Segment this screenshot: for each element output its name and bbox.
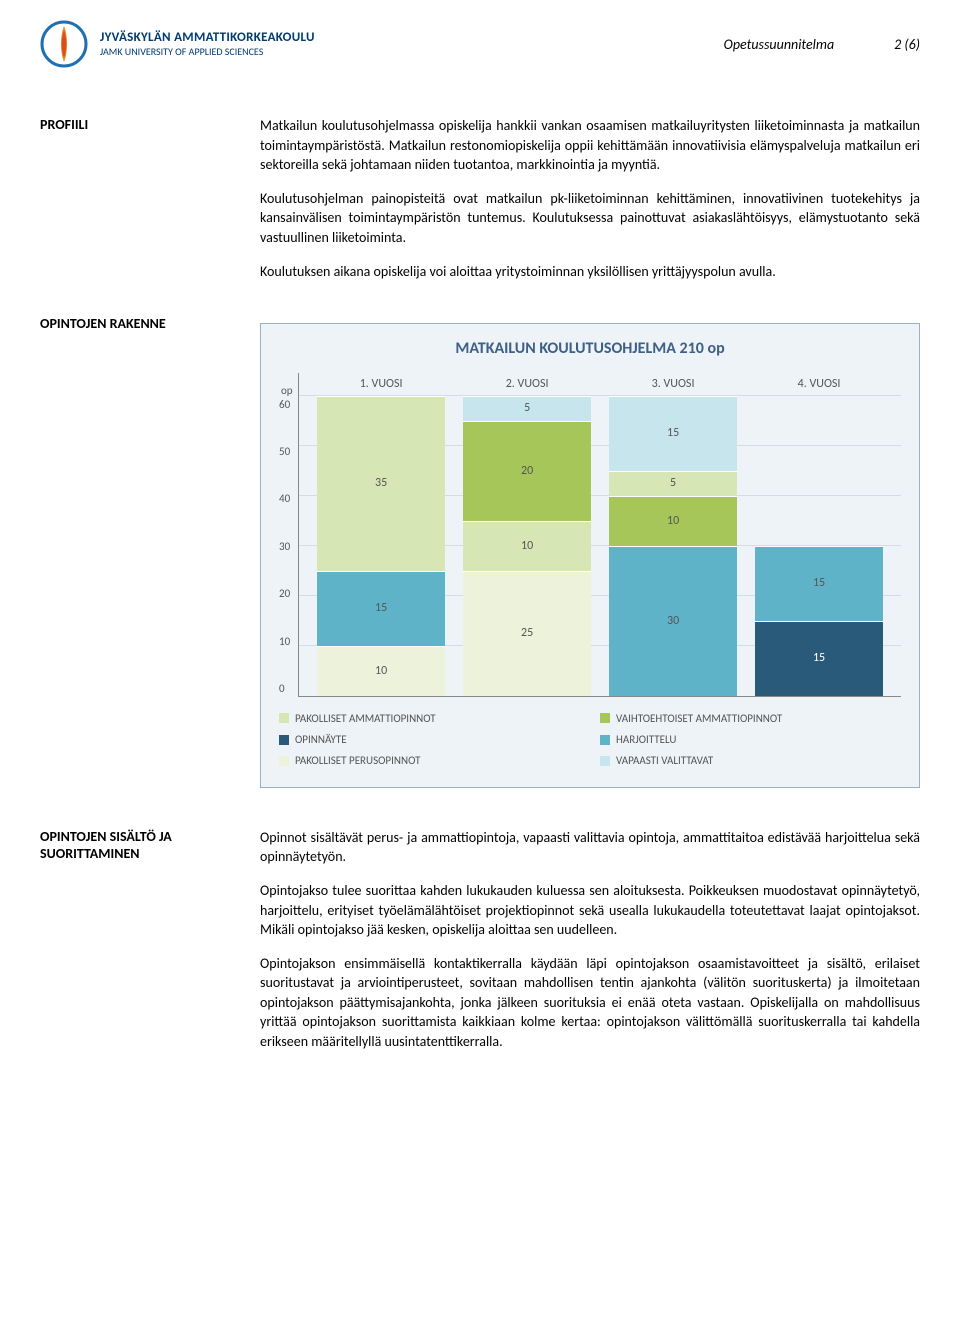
- doc-title: Opetussuunnitelma: [724, 36, 834, 53]
- legend-swatch: [600, 756, 610, 766]
- org-name: JYVÄSKYLÄN AMMATTIKORKEAKOULU JAMK UNIVE…: [100, 31, 315, 56]
- bar-segment: 10: [609, 496, 737, 546]
- paragraph: Koulutuksen aikana opiskelija voi aloitt…: [260, 262, 920, 282]
- chart-legend: PAKOLLISET AMMATTIOPINNOT VAIHTOEHTOISET …: [279, 711, 901, 769]
- paragraph: Opinnot sisältävät perus- ja ammattiopin…: [260, 828, 920, 867]
- section-label: OPINTOJEN RAKENNE: [40, 315, 260, 332]
- bar-segment: 20: [463, 421, 591, 521]
- section-label: OPINTOJEN SISÄLTÖ JA SUORITTAMINEN: [40, 828, 260, 862]
- section-profiili: PROFIILI Matkailun koulutusohjelmassa op…: [40, 116, 920, 295]
- legend-swatch: [279, 756, 289, 766]
- section-body: MATKAILUN KOULUTUSOHJELMA 210 op 0102030…: [260, 315, 920, 788]
- legend-label: VAIHTOEHTOISET AMMATTIOPINNOT: [616, 711, 782, 726]
- bar-segment: 10: [317, 646, 445, 696]
- legend-item: PAKOLLISET AMMATTIOPINNOT: [279, 711, 580, 726]
- curriculum-chart: MATKAILUN KOULUTUSOHJELMA 210 op 0102030…: [260, 323, 920, 788]
- legend-item: VAIHTOEHTOISET AMMATTIOPINNOT: [600, 711, 901, 726]
- legend-swatch: [600, 735, 610, 745]
- chart-area: 0102030405060op 1. VUOSI3515102. VUOSI52…: [279, 373, 901, 697]
- paragraph: Koulutusohjelman painopisteitä ovat matk…: [260, 189, 920, 248]
- bar-segment: 15: [317, 571, 445, 646]
- legend-item: VAPAASTI VALITTAVAT: [600, 753, 901, 768]
- org-name-fi: JYVÄSKYLÄN AMMATTIKORKEAKOULU: [100, 31, 315, 45]
- y-tick-label: 20: [279, 586, 290, 601]
- paragraph: Opintojakson ensimmäisellä kontaktikerra…: [260, 954, 920, 1052]
- chart-y-axis: 0 10 20 30 40 50 60op: [279, 373, 298, 697]
- bar-segment: 5: [609, 471, 737, 496]
- paragraph: Matkailun koulutusohjelmassa opiskelija …: [260, 116, 920, 175]
- chart-plot: 1. VUOSI3515102. VUOSI52010253. VUOSI155…: [298, 373, 901, 697]
- legend-item: HARJOITTELU: [600, 732, 901, 747]
- legend-swatch: [279, 713, 289, 723]
- chart-column: 4. VUOSI1515: [755, 396, 883, 696]
- header-left: JYVÄSKYLÄN AMMATTIKORKEAKOULU JAMK UNIVE…: [40, 20, 315, 68]
- legend-label: VAPAASTI VALITTAVAT: [616, 753, 713, 768]
- bar-segment: 15: [609, 396, 737, 471]
- legend-label: OPINNÄYTE: [295, 732, 347, 747]
- bar-segment: 15: [755, 621, 883, 696]
- section-rakenne: OPINTOJEN RAKENNE MATKAILUN KOULUTUSOHJE…: [40, 315, 920, 788]
- chart-column: 3. VUOSI1551030: [609, 396, 737, 696]
- jamk-logo-icon: [40, 20, 88, 68]
- chart-column: 2. VUOSI5201025: [463, 396, 591, 696]
- y-tick-label: 40: [279, 491, 290, 506]
- bar-segment: 10: [463, 521, 591, 571]
- bar-segment: 30: [609, 546, 737, 696]
- legend-swatch: [279, 735, 289, 745]
- column-header: 3. VUOSI: [609, 376, 737, 393]
- legend-swatch: [600, 713, 610, 723]
- org-name-en: JAMK UNIVERSITY OF APPLIED SCIENCES: [100, 46, 315, 57]
- legend-item: PAKOLLISET PERUSOPINNOT: [279, 753, 580, 768]
- legend-item: OPINNÄYTE: [279, 732, 580, 747]
- y-tick-label: 0: [279, 681, 290, 696]
- paragraph: Opintojakso tulee suorittaa kahden lukuk…: [260, 881, 920, 940]
- page-header: JYVÄSKYLÄN AMMATTIKORKEAKOULU JAMK UNIVE…: [40, 20, 920, 76]
- y-tick-label: 10: [279, 634, 290, 649]
- bar-segment: 15: [755, 546, 883, 621]
- legend-label: PAKOLLISET AMMATTIOPINNOT: [295, 711, 436, 726]
- bar-segment: 35: [317, 396, 445, 571]
- bar-segment: 5: [463, 396, 591, 421]
- y-tick-label: 50: [279, 444, 290, 459]
- column-header: 4. VUOSI: [755, 376, 883, 393]
- section-sisalto: OPINTOJEN SISÄLTÖ JA SUORITTAMINEN Opinn…: [40, 828, 920, 1066]
- section-label: PROFIILI: [40, 116, 260, 133]
- y-tick-label: 30: [279, 539, 290, 554]
- y-tick-label: 60op: [279, 397, 290, 412]
- column-header: 2. VUOSI: [463, 376, 591, 393]
- bar-segment: 25: [463, 571, 591, 696]
- chart-title: MATKAILUN KOULUTUSOHJELMA 210 op: [279, 338, 901, 360]
- section-body: Opinnot sisältävät perus- ja ammattiopin…: [260, 828, 920, 1066]
- page-number: 2 (6): [894, 36, 920, 53]
- legend-label: HARJOITTELU: [616, 732, 676, 747]
- legend-label: PAKOLLISET PERUSOPINNOT: [295, 753, 420, 768]
- column-header: 1. VUOSI: [317, 376, 445, 393]
- chart-column: 1. VUOSI351510: [317, 396, 445, 696]
- y-axis-unit: op: [281, 383, 293, 398]
- header-right: Opetussuunnitelma 2 (6): [724, 36, 920, 53]
- section-body: Matkailun koulutusohjelmassa opiskelija …: [260, 116, 920, 295]
